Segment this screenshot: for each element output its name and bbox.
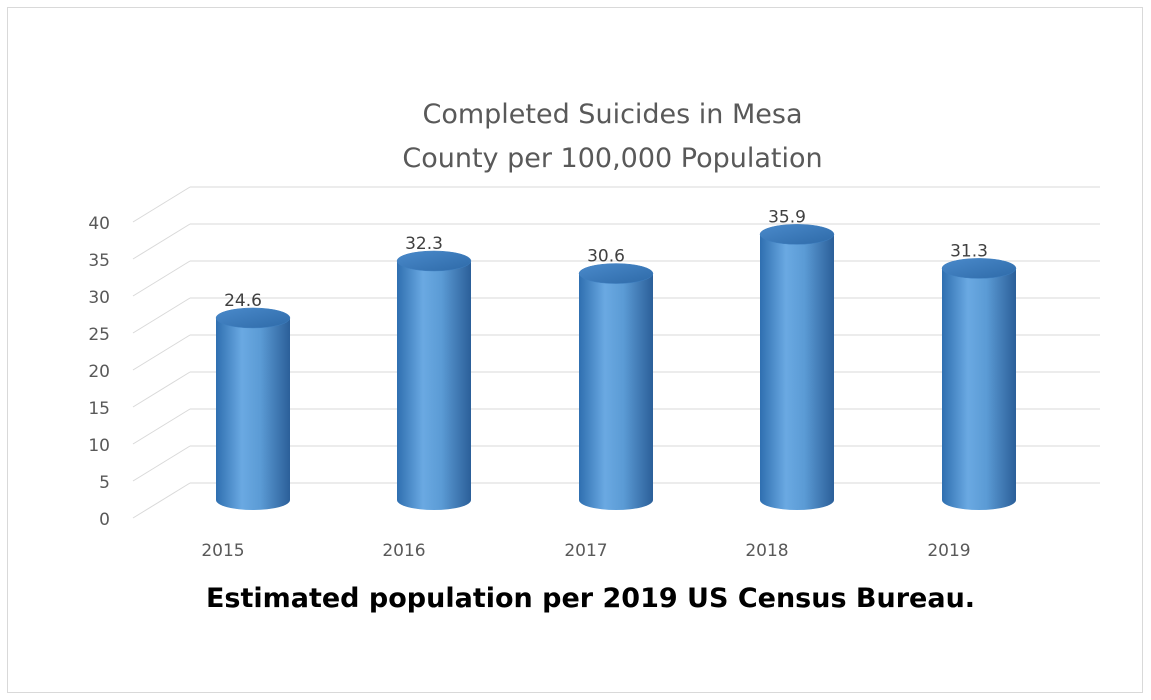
bar-2019 — [941, 258, 1017, 510]
bar-2017 — [578, 263, 654, 510]
y-tick-label: 5 — [99, 473, 110, 493]
gridline-diagonal — [132, 334, 191, 371]
y-tick-label: 35 — [88, 251, 110, 271]
y-tick-label: 30 — [88, 288, 110, 308]
bar-body — [760, 234, 834, 510]
bar-body — [579, 273, 653, 510]
gridline-diagonal — [132, 482, 191, 519]
bar-top — [215, 307, 291, 329]
bar-body — [942, 268, 1016, 510]
bar-2015 — [215, 307, 291, 510]
bar-body — [397, 260, 471, 510]
chart-title-line-1: Completed Suicides in Mesa — [422, 99, 803, 130]
bar-top — [759, 224, 835, 245]
y-tick-label: 25 — [88, 325, 110, 345]
chart-caption: Estimated population per 2019 US Census … — [205, 583, 976, 614]
x-tick-label: 2015 — [201, 541, 244, 561]
bar-2018 — [759, 224, 835, 510]
bar-top — [396, 250, 472, 272]
bar-body — [216, 317, 290, 510]
y-tick-label: 40 — [88, 214, 110, 234]
data-label: 31.3 — [950, 241, 988, 261]
gridline-diagonal — [132, 186, 191, 223]
data-label: 30.6 — [587, 247, 625, 267]
gridline-diagonal — [132, 445, 191, 482]
gridline-diagonal — [132, 260, 191, 297]
y-tick-label: 15 — [88, 399, 110, 419]
x-tick-label: 2017 — [564, 541, 607, 561]
x-tick-label: 2016 — [382, 541, 425, 561]
y-tick-label: 10 — [88, 436, 110, 456]
bar-top — [578, 263, 654, 284]
data-label: 32.3 — [405, 234, 443, 254]
x-tick-label: 2018 — [745, 541, 788, 561]
chart-title-line-2: County per 100,000 Population — [402, 143, 823, 174]
y-tick-label: 20 — [88, 362, 110, 382]
x-tick-label: 2019 — [927, 541, 970, 561]
y-axis: 0 5 10 15 20 25 30 35 40 — [88, 214, 110, 530]
chart-title: Completed Suicides in Mesa County per 10… — [0, 93, 1151, 181]
y-tick-label: 0 — [99, 510, 110, 530]
gridline-diagonal — [132, 371, 191, 408]
gridline-diagonal — [132, 297, 191, 334]
gridline-diagonal — [132, 223, 191, 260]
data-label: 24.6 — [224, 291, 262, 311]
data-label: 35.9 — [768, 207, 806, 227]
gridline-diagonal — [132, 408, 191, 445]
bar-2016 — [396, 250, 472, 510]
bar-top — [941, 258, 1017, 279]
bars: 24.6 32.3 30.6 35.9 31.3 — [215, 207, 1017, 510]
x-axis: 2015 2016 2017 2018 2019 — [201, 541, 970, 561]
